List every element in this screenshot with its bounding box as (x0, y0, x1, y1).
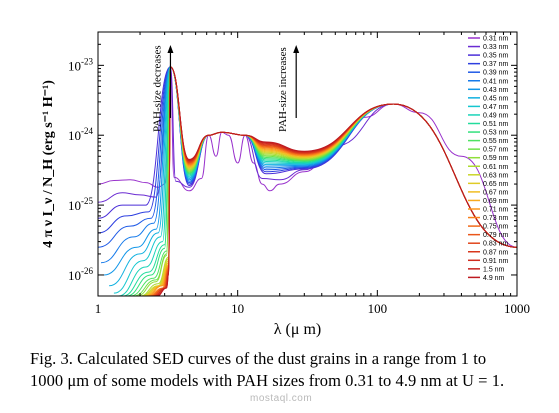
legend-label: 0.71 nm (483, 207, 508, 214)
y-axis-label: 4 π ν I_ν / N_H (erg s⁻¹ H⁻¹) (41, 80, 56, 248)
annotation-label: PAH-size increases (277, 47, 289, 132)
caption-line-2: 1000 μm of some models with PAH sizes fr… (30, 371, 505, 390)
sed-chart: 1 10 100 1000 10-26 10-25 10-24 10-23 λ (μ m) 4 π… (41, 31, 530, 338)
series-line-0-75-nm (149, 66, 517, 296)
legend-label: 0.83 nm (483, 241, 508, 248)
watermark: mostaql.com (250, 393, 313, 404)
series-line-0-55-nm (130, 66, 517, 296)
legend-label: 0.45 nm (483, 95, 508, 102)
legend-label: 0.59 nm (483, 155, 508, 162)
annotation-arrow-head (167, 45, 174, 53)
y-tick-exponent: -23 (81, 56, 93, 66)
legend-label: 4.9 nm (483, 275, 505, 282)
series-line-0-73-nm (148, 66, 517, 296)
series-group (98, 64, 517, 296)
series-line-0-69-nm (145, 66, 517, 296)
series-line-0-65-nm (142, 66, 517, 296)
x-tick-label: 1000 (504, 301, 530, 316)
legend-label: 0.31 nm (483, 36, 508, 43)
legend-label: 0.69 nm (483, 198, 508, 205)
y-tick-label: 10-24 (68, 126, 93, 143)
legend-label: 0.63 nm (483, 172, 508, 179)
series-line-0-87-nm (153, 66, 517, 296)
y-tick-exponent: -24 (81, 126, 93, 136)
series-line-0-79-nm (151, 66, 517, 296)
legend-label: 0.49 nm (483, 112, 508, 119)
legend-label: 0.51 nm (483, 121, 508, 128)
legend-label: 0.47 nm (483, 104, 508, 111)
legend-label: 1.5 nm (483, 266, 505, 273)
sed-figure: 1 10 100 1000 10-26 10-25 10-24 10-23 λ (μ m) 4 π… (41, 31, 530, 338)
annotation-arrow-head (293, 45, 300, 53)
series-line-0-61-nm (139, 66, 517, 296)
series-line-0-71-nm (147, 66, 517, 296)
legend-label: 0.53 nm (483, 130, 508, 137)
series-line-0-53-nm (126, 66, 517, 296)
series-line-4-9-nm (157, 66, 517, 296)
legend-label: 0.79 nm (483, 232, 508, 239)
x-axis-label: λ (μ m) (274, 321, 321, 338)
plot-frame (97, 31, 518, 297)
legend-label: 0.37 nm (483, 61, 508, 68)
legend-label: 0.57 nm (483, 147, 508, 154)
legend-label: 0.67 nm (483, 189, 508, 196)
legend-label: 0.87 nm (483, 249, 508, 256)
legend-label: 0.55 nm (483, 138, 508, 145)
series-line-0-91-nm (154, 66, 517, 296)
legend-label: 0.73 nm (483, 215, 508, 222)
legend-label: 0.33 nm (483, 44, 508, 51)
y-tick-label: 10-25 (68, 196, 93, 213)
y-tick-label: 10-23 (68, 56, 93, 73)
legend-label: 0.41 nm (483, 78, 508, 85)
series-line-1-5-nm (155, 66, 517, 296)
x-tick-label: 100 (368, 301, 388, 316)
legend-label: 0.75 nm (483, 224, 508, 231)
x-tick-label: 10 (231, 301, 244, 316)
legend-label: 0.43 nm (483, 87, 508, 94)
caption-line-1: Fig. 3. Calculated SED curves of the dus… (30, 349, 487, 368)
legend-label: 0.39 nm (483, 70, 508, 77)
legend-label: 0.35 nm (483, 53, 508, 60)
legend-label: 0.61 nm (483, 164, 508, 171)
series-line-0-67-nm (144, 66, 517, 296)
y-tick-label: 10-26 (68, 266, 93, 283)
y-tick-exponent: -26 (81, 266, 93, 276)
annotation-label: PAH-size decreases (151, 45, 163, 132)
legend-label: 0.91 nm (483, 258, 508, 265)
series-line-0-83-nm (152, 66, 517, 296)
figure-caption: Fig. 3. Calculated SED curves of the dus… (30, 348, 550, 392)
legend-label: 0.65 nm (483, 181, 508, 188)
series-line-0-63-nm (141, 66, 517, 296)
x-tick-label: 1 (95, 301, 102, 316)
y-tick-exponent: -25 (81, 196, 93, 206)
